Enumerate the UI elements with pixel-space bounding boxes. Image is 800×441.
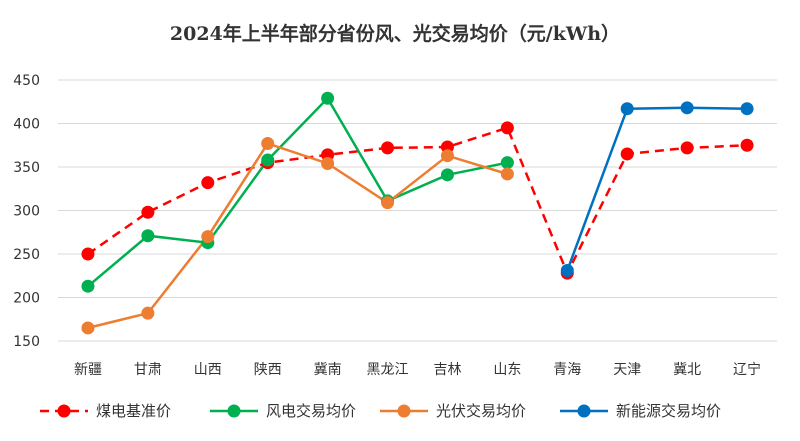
- x-tick-label: 山东: [493, 362, 521, 378]
- legend-marker: [227, 404, 241, 418]
- x-tick-label: 甘肃: [134, 362, 162, 378]
- data-point: [680, 141, 694, 155]
- x-tick-label: 山西: [194, 362, 222, 378]
- y-tick-label: 200: [13, 291, 40, 307]
- data-point: [81, 321, 95, 335]
- data-point: [500, 167, 514, 181]
- data-point: [620, 102, 634, 116]
- data-point: [500, 156, 514, 170]
- data-point: [381, 196, 395, 210]
- data-point: [201, 176, 215, 190]
- data-point: [620, 147, 634, 161]
- data-point: [440, 168, 454, 182]
- x-tick-label: 冀南: [314, 362, 342, 378]
- y-axis-tick-labels: 150 200 250 300 350 400 450: [13, 73, 40, 350]
- data-point: [680, 101, 694, 115]
- legend-label: 煤电基准价: [96, 402, 171, 420]
- data-point: [500, 121, 514, 135]
- data-point: [740, 102, 754, 116]
- data-point: [81, 247, 95, 261]
- legend-label: 风电交易均价: [266, 402, 356, 420]
- series-lines: [87, 96, 748, 330]
- x-axis-tick-labels: 新疆 甘肃 山西 陕西 冀南 黑龙江 吉林 山东 青海 天津 冀北 辽宁: [74, 361, 761, 378]
- y-tick-label: 450: [13, 73, 40, 89]
- data-point: [321, 91, 335, 105]
- legend-label: 光伏交易均价: [436, 402, 526, 420]
- data-point: [440, 149, 454, 163]
- data-point: [141, 306, 155, 320]
- y-tick-label: 250: [13, 247, 40, 263]
- data-point: [381, 141, 395, 155]
- legend-marker: [577, 404, 591, 418]
- data-point: [560, 264, 574, 278]
- series-points: [81, 91, 754, 335]
- x-tick-label: 冀北: [673, 362, 701, 378]
- x-tick-label: 新疆: [74, 362, 102, 378]
- series-line-0: [87, 126, 748, 277]
- legend: 煤电基准价 风电交易均价 光伏交易均价 新能源交易均价: [40, 402, 721, 420]
- y-tick-label: 300: [13, 204, 40, 220]
- series-line-1: [87, 96, 508, 288]
- grid-lines: [58, 79, 777, 342]
- data-point: [261, 137, 275, 151]
- data-point: [321, 157, 335, 171]
- data-point: [261, 153, 275, 167]
- chart-title: 2024年上半年部分省份风、光交易均价（元/kWh）: [170, 22, 620, 45]
- x-tick-label: 吉林: [433, 362, 461, 378]
- legend-label: 新能源交易均价: [616, 402, 721, 420]
- y-tick-label: 150: [13, 334, 40, 350]
- x-tick-label: 辽宁: [733, 361, 761, 378]
- x-tick-label: 黑龙江: [367, 362, 409, 378]
- x-tick-label: 青海: [553, 362, 581, 378]
- data-point: [81, 279, 95, 293]
- data-point: [141, 205, 155, 219]
- series-line-3: [566, 106, 748, 271]
- legend-marker: [57, 404, 71, 418]
- series-line-2: [87, 142, 508, 330]
- legend-marker: [397, 404, 411, 418]
- x-tick-label: 天津: [613, 362, 641, 378]
- y-tick-label: 400: [13, 117, 40, 133]
- y-tick-label: 350: [13, 160, 40, 176]
- data-point: [141, 229, 155, 243]
- x-tick-label: 陕西: [254, 362, 282, 378]
- data-point: [201, 230, 215, 244]
- data-point: [740, 138, 754, 152]
